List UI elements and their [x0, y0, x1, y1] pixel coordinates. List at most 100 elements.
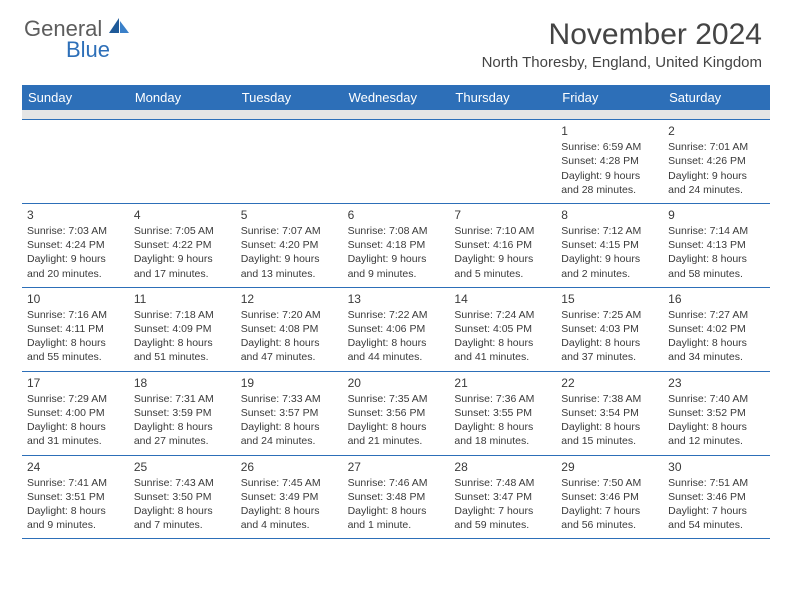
daylight-text: Daylight: 8 hours and 37 minutes. — [561, 336, 658, 364]
calendar-cell — [129, 120, 236, 203]
daylight-text: Daylight: 8 hours and 41 minutes. — [454, 336, 551, 364]
calendar-cell: 26Sunrise: 7:45 AMSunset: 3:49 PMDayligh… — [236, 456, 343, 539]
day-number: 22 — [561, 375, 658, 391]
day-number: 11 — [134, 291, 231, 307]
day-header-mon: Monday — [129, 85, 236, 110]
calendar-cell — [449, 120, 556, 203]
sunset-text: Sunset: 4:02 PM — [668, 322, 765, 336]
day-number: 4 — [134, 207, 231, 223]
sunset-text: Sunset: 4:11 PM — [27, 322, 124, 336]
sunrise-text: Sunrise: 7:05 AM — [134, 224, 231, 238]
calendar-cell: 19Sunrise: 7:33 AMSunset: 3:57 PMDayligh… — [236, 372, 343, 455]
daylight-text: Daylight: 7 hours and 54 minutes. — [668, 504, 765, 532]
daylight-text: Daylight: 8 hours and 9 minutes. — [27, 504, 124, 532]
day-number: 30 — [668, 459, 765, 475]
calendar: Sunday Monday Tuesday Wednesday Thursday… — [22, 85, 770, 539]
daylight-text: Daylight: 9 hours and 2 minutes. — [561, 252, 658, 280]
sunrise-text: Sunrise: 7:14 AM — [668, 224, 765, 238]
sunrise-text: Sunrise: 7:41 AM — [27, 476, 124, 490]
sunrise-text: Sunrise: 7:08 AM — [348, 224, 445, 238]
daylight-text: Daylight: 9 hours and 20 minutes. — [27, 252, 124, 280]
header: General Blue November 2024 North Thoresb… — [0, 0, 792, 77]
day-number: 2 — [668, 123, 765, 139]
daylight-text: Daylight: 8 hours and 27 minutes. — [134, 420, 231, 448]
sunrise-text: Sunrise: 7:18 AM — [134, 308, 231, 322]
calendar-cell — [343, 120, 450, 203]
sunrise-text: Sunrise: 7:38 AM — [561, 392, 658, 406]
sunset-text: Sunset: 4:06 PM — [348, 322, 445, 336]
day-number: 19 — [241, 375, 338, 391]
day-header-thu: Thursday — [449, 85, 556, 110]
calendar-cell: 12Sunrise: 7:20 AMSunset: 4:08 PMDayligh… — [236, 288, 343, 371]
sunset-text: Sunset: 3:51 PM — [27, 490, 124, 504]
day-number: 26 — [241, 459, 338, 475]
sunrise-text: Sunrise: 7:01 AM — [668, 140, 765, 154]
calendar-cell: 3Sunrise: 7:03 AMSunset: 4:24 PMDaylight… — [22, 204, 129, 287]
day-number: 27 — [348, 459, 445, 475]
day-number: 20 — [348, 375, 445, 391]
sunrise-text: Sunrise: 7:12 AM — [561, 224, 658, 238]
calendar-cell: 4Sunrise: 7:05 AMSunset: 4:22 PMDaylight… — [129, 204, 236, 287]
sunrise-text: Sunrise: 7:07 AM — [241, 224, 338, 238]
calendar-cell: 21Sunrise: 7:36 AMSunset: 3:55 PMDayligh… — [449, 372, 556, 455]
day-number: 21 — [454, 375, 551, 391]
sunrise-text: Sunrise: 7:22 AM — [348, 308, 445, 322]
calendar-cell: 7Sunrise: 7:10 AMSunset: 4:16 PMDaylight… — [449, 204, 556, 287]
sunset-text: Sunset: 3:56 PM — [348, 406, 445, 420]
calendar-cell: 29Sunrise: 7:50 AMSunset: 3:46 PMDayligh… — [556, 456, 663, 539]
day-number: 18 — [134, 375, 231, 391]
calendar-cell: 6Sunrise: 7:08 AMSunset: 4:18 PMDaylight… — [343, 204, 450, 287]
calendar-week: 17Sunrise: 7:29 AMSunset: 4:00 PMDayligh… — [22, 372, 770, 456]
day-number: 15 — [561, 291, 658, 307]
daylight-text: Daylight: 8 hours and 58 minutes. — [668, 252, 765, 280]
sunrise-text: Sunrise: 7:27 AM — [668, 308, 765, 322]
sunset-text: Sunset: 3:57 PM — [241, 406, 338, 420]
spacer-row — [22, 110, 770, 120]
calendar-cell: 2Sunrise: 7:01 AMSunset: 4:26 PMDaylight… — [663, 120, 770, 203]
day-number: 29 — [561, 459, 658, 475]
day-number: 3 — [27, 207, 124, 223]
daylight-text: Daylight: 8 hours and 12 minutes. — [668, 420, 765, 448]
sunset-text: Sunset: 4:08 PM — [241, 322, 338, 336]
sunset-text: Sunset: 4:05 PM — [454, 322, 551, 336]
day-number: 9 — [668, 207, 765, 223]
daylight-text: Daylight: 8 hours and 44 minutes. — [348, 336, 445, 364]
sunrise-text: Sunrise: 7:35 AM — [348, 392, 445, 406]
calendar-cell: 30Sunrise: 7:51 AMSunset: 3:46 PMDayligh… — [663, 456, 770, 539]
sunrise-text: Sunrise: 7:24 AM — [454, 308, 551, 322]
sunrise-text: Sunrise: 6:59 AM — [561, 140, 658, 154]
sail-icon — [109, 18, 131, 41]
calendar-cell: 14Sunrise: 7:24 AMSunset: 4:05 PMDayligh… — [449, 288, 556, 371]
calendar-grid: 1Sunrise: 6:59 AMSunset: 4:28 PMDaylight… — [22, 120, 770, 539]
calendar-week: 3Sunrise: 7:03 AMSunset: 4:24 PMDaylight… — [22, 204, 770, 288]
sunrise-text: Sunrise: 7:45 AM — [241, 476, 338, 490]
daylight-text: Daylight: 8 hours and 51 minutes. — [134, 336, 231, 364]
calendar-cell: 11Sunrise: 7:18 AMSunset: 4:09 PMDayligh… — [129, 288, 236, 371]
daylight-text: Daylight: 8 hours and 15 minutes. — [561, 420, 658, 448]
daylight-text: Daylight: 9 hours and 24 minutes. — [668, 169, 765, 197]
daylight-text: Daylight: 8 hours and 47 minutes. — [241, 336, 338, 364]
sunset-text: Sunset: 4:03 PM — [561, 322, 658, 336]
calendar-cell: 1Sunrise: 6:59 AMSunset: 4:28 PMDaylight… — [556, 120, 663, 203]
day-header-fri: Friday — [556, 85, 663, 110]
location-text: North Thoresby, England, United Kingdom — [482, 54, 762, 71]
calendar-cell: 20Sunrise: 7:35 AMSunset: 3:56 PMDayligh… — [343, 372, 450, 455]
brand-logo: General Blue — [24, 18, 131, 61]
sunset-text: Sunset: 4:20 PM — [241, 238, 338, 252]
daylight-text: Daylight: 9 hours and 13 minutes. — [241, 252, 338, 280]
calendar-week: 24Sunrise: 7:41 AMSunset: 3:51 PMDayligh… — [22, 456, 770, 540]
sunset-text: Sunset: 3:48 PM — [348, 490, 445, 504]
calendar-cell: 28Sunrise: 7:48 AMSunset: 3:47 PMDayligh… — [449, 456, 556, 539]
calendar-cell: 8Sunrise: 7:12 AMSunset: 4:15 PMDaylight… — [556, 204, 663, 287]
sunset-text: Sunset: 3:59 PM — [134, 406, 231, 420]
day-number: 17 — [27, 375, 124, 391]
sunset-text: Sunset: 3:50 PM — [134, 490, 231, 504]
title-block: November 2024 North Thoresby, England, U… — [482, 18, 762, 71]
day-number: 13 — [348, 291, 445, 307]
day-number: 6 — [348, 207, 445, 223]
sunrise-text: Sunrise: 7:50 AM — [561, 476, 658, 490]
daylight-text: Daylight: 8 hours and 34 minutes. — [668, 336, 765, 364]
daylight-text: Daylight: 8 hours and 1 minute. — [348, 504, 445, 532]
calendar-cell: 16Sunrise: 7:27 AMSunset: 4:02 PMDayligh… — [663, 288, 770, 371]
calendar-cell: 25Sunrise: 7:43 AMSunset: 3:50 PMDayligh… — [129, 456, 236, 539]
